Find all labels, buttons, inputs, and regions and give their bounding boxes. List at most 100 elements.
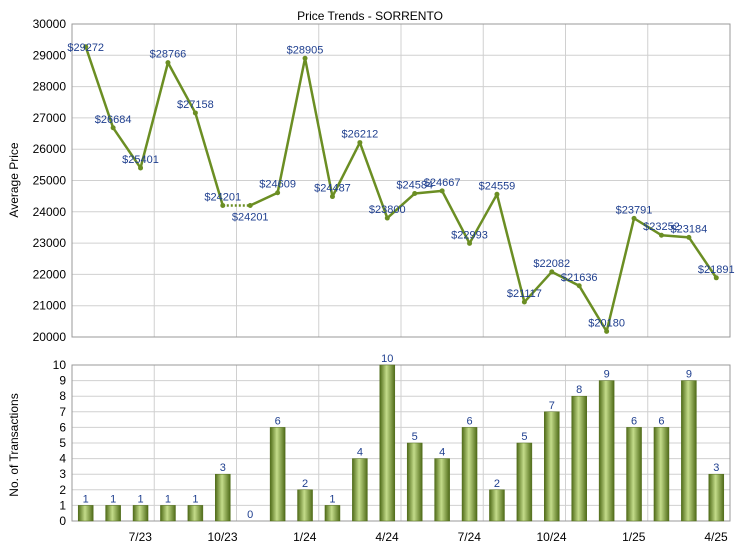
transactions-data-label: 2 xyxy=(302,478,308,490)
chart-title: Price Trends - SORRENTO xyxy=(297,9,443,23)
price-point xyxy=(713,275,719,281)
transactions-data-label: 1 xyxy=(329,493,335,505)
price-point xyxy=(220,203,226,209)
transactions-bar xyxy=(516,442,533,522)
transactions-data-label: 3 xyxy=(220,462,226,474)
price-data-label: $23184 xyxy=(671,223,708,235)
price-y-tick-label: 26000 xyxy=(33,142,67,156)
x-tick-label: 4/24 xyxy=(375,530,399,544)
price-line-segment xyxy=(661,233,689,239)
price-data-label: $21636 xyxy=(561,272,598,284)
transactions-data-label: 1 xyxy=(110,493,116,505)
price-data-label: $24201 xyxy=(204,192,241,204)
transactions-y-tick-label: 6 xyxy=(59,420,66,434)
price-y-tick-label: 23000 xyxy=(33,236,67,250)
price-point xyxy=(83,44,89,50)
price-line-segment xyxy=(441,190,471,244)
price-point xyxy=(467,240,473,246)
transactions-bar xyxy=(215,473,231,522)
transactions-data-label: 4 xyxy=(439,447,445,459)
price-point xyxy=(302,55,308,61)
price-point xyxy=(412,191,418,197)
transactions-data-label: 1 xyxy=(192,493,198,505)
price-line-segment xyxy=(605,218,636,332)
price-point xyxy=(275,190,281,196)
price-data-label: $24201 xyxy=(232,212,269,224)
transactions-y-tick-label: 4 xyxy=(59,452,66,466)
transactions-bar xyxy=(187,505,204,522)
price-data-label: $28905 xyxy=(287,44,324,56)
price-line-segment xyxy=(194,112,224,206)
price-point xyxy=(384,215,390,221)
price-data-label: $24584 xyxy=(396,180,433,192)
price-panel: 20000 21000 22000 23000 24000 25000 26000 27000… xyxy=(33,17,735,344)
transactions-data-label: 9 xyxy=(686,369,692,381)
price-line-segment xyxy=(112,127,142,169)
price-line-segment xyxy=(139,62,170,169)
transactions-y-tick-label: 8 xyxy=(59,389,66,403)
transactions-data-label: 8 xyxy=(576,384,582,396)
transactions-bar xyxy=(681,380,697,522)
price-point xyxy=(247,203,253,209)
transactions-bar xyxy=(626,427,642,522)
transactions-data-label: 10 xyxy=(381,353,393,365)
transactions-bar xyxy=(352,458,368,522)
transactions-bar xyxy=(379,364,396,522)
transactions-y-tick-label: 5 xyxy=(59,436,66,450)
transactions-bar xyxy=(544,411,560,522)
price-point xyxy=(192,110,198,116)
transactions-bar xyxy=(297,489,313,522)
transactions-data-label: 6 xyxy=(658,415,664,427)
transactions-y-tick-label: 0 xyxy=(59,514,66,528)
price-data-label: $24487 xyxy=(314,183,351,195)
price-data-label: $23791 xyxy=(616,204,653,216)
transactions-data-label: 3 xyxy=(713,462,719,474)
x-tick-label: 10/24 xyxy=(536,530,566,544)
transactions-bar xyxy=(571,395,587,522)
transactions-data-label: 1 xyxy=(165,493,171,505)
transactions-y-tick-label: 10 xyxy=(53,358,67,372)
transactions-plot-frame xyxy=(71,364,731,522)
price-data-label: $23252 xyxy=(643,221,680,233)
transactions-data-label: 2 xyxy=(494,478,500,490)
transactions-y-tick-label: 1 xyxy=(59,498,66,512)
x-tick-label: 1/25 xyxy=(622,530,646,544)
transactions-data-label: 1 xyxy=(137,493,143,505)
transactions-bar xyxy=(598,380,615,522)
transactions-y-tick-label: 3 xyxy=(59,467,66,481)
transactions-data-label: 6 xyxy=(466,415,472,427)
x-tick-label: 7/23 xyxy=(129,530,153,544)
price-point xyxy=(110,125,116,131)
transactions-bar xyxy=(160,505,176,522)
price-y-tick-label: 20000 xyxy=(33,330,67,344)
transactions-data-label: 9 xyxy=(604,369,610,381)
transactions-bar xyxy=(461,427,478,522)
price-y-tick-label: 29000 xyxy=(33,48,67,62)
price-point xyxy=(576,283,582,289)
transactions-bar xyxy=(105,505,121,522)
price-data-label: $26212 xyxy=(342,129,379,141)
price-point xyxy=(631,215,637,221)
transactions-bar xyxy=(406,442,423,522)
price-point xyxy=(357,140,363,146)
price-y-tick-label: 30000 xyxy=(33,17,67,31)
price-point xyxy=(494,191,500,197)
price-y-tick-label: 24000 xyxy=(33,205,67,219)
price-line-segment xyxy=(166,62,197,114)
x-tick-label: 4/25 xyxy=(704,530,728,544)
price-line-segment xyxy=(386,192,416,219)
transactions-data-label: 1 xyxy=(83,493,89,505)
transactions-y-tick-label: 7 xyxy=(59,405,66,419)
price-line-segment xyxy=(687,236,718,279)
price-y-tick-label: 22000 xyxy=(33,267,67,281)
price-line-segment xyxy=(495,193,526,303)
transactions-data-label: 5 xyxy=(412,431,418,443)
price-line-segment xyxy=(578,285,608,333)
price-y-axis-label: Average Price xyxy=(7,142,21,217)
transactions-bar xyxy=(434,458,450,522)
price-y-tick-label: 27000 xyxy=(33,111,67,125)
price-data-label: $26684 xyxy=(95,114,132,126)
price-plot-frame xyxy=(71,23,731,338)
price-line-segment xyxy=(84,46,115,129)
